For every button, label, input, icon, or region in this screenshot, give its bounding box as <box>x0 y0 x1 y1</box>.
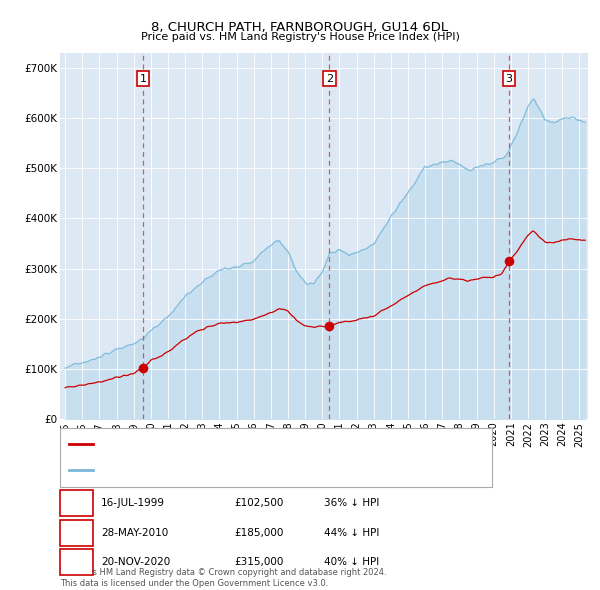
Text: £102,500: £102,500 <box>234 499 283 508</box>
Text: 44% ↓ HPI: 44% ↓ HPI <box>324 528 379 537</box>
Point <box>505 256 514 266</box>
Text: 3: 3 <box>73 558 80 567</box>
Text: 28-MAY-2010: 28-MAY-2010 <box>101 528 168 537</box>
Text: 1: 1 <box>139 74 146 84</box>
Text: 36% ↓ HPI: 36% ↓ HPI <box>324 499 379 508</box>
Text: Price paid vs. HM Land Registry's House Price Index (HPI): Price paid vs. HM Land Registry's House … <box>140 32 460 42</box>
Point <box>325 322 334 331</box>
Text: HPI: Average price, detached house, Rushmoor: HPI: Average price, detached house, Rush… <box>97 466 328 475</box>
Text: 3: 3 <box>506 74 512 84</box>
Text: 1: 1 <box>73 499 80 508</box>
Text: 8, CHURCH PATH, FARNBOROUGH, GU14 6DL: 8, CHURCH PATH, FARNBOROUGH, GU14 6DL <box>151 21 449 34</box>
Point <box>138 363 148 372</box>
Text: 2: 2 <box>326 74 333 84</box>
Text: £315,000: £315,000 <box>234 558 283 567</box>
Text: 16-JUL-1999: 16-JUL-1999 <box>101 499 165 508</box>
Text: Contains HM Land Registry data © Crown copyright and database right 2024.
This d: Contains HM Land Registry data © Crown c… <box>60 568 386 588</box>
Text: 40% ↓ HPI: 40% ↓ HPI <box>324 558 379 567</box>
Text: £185,000: £185,000 <box>234 528 283 537</box>
Text: 2: 2 <box>73 528 80 537</box>
Text: 8, CHURCH PATH, FARNBOROUGH, GU14 6DL (detached house): 8, CHURCH PATH, FARNBOROUGH, GU14 6DL (d… <box>97 440 406 449</box>
Text: 20-NOV-2020: 20-NOV-2020 <box>101 558 170 567</box>
